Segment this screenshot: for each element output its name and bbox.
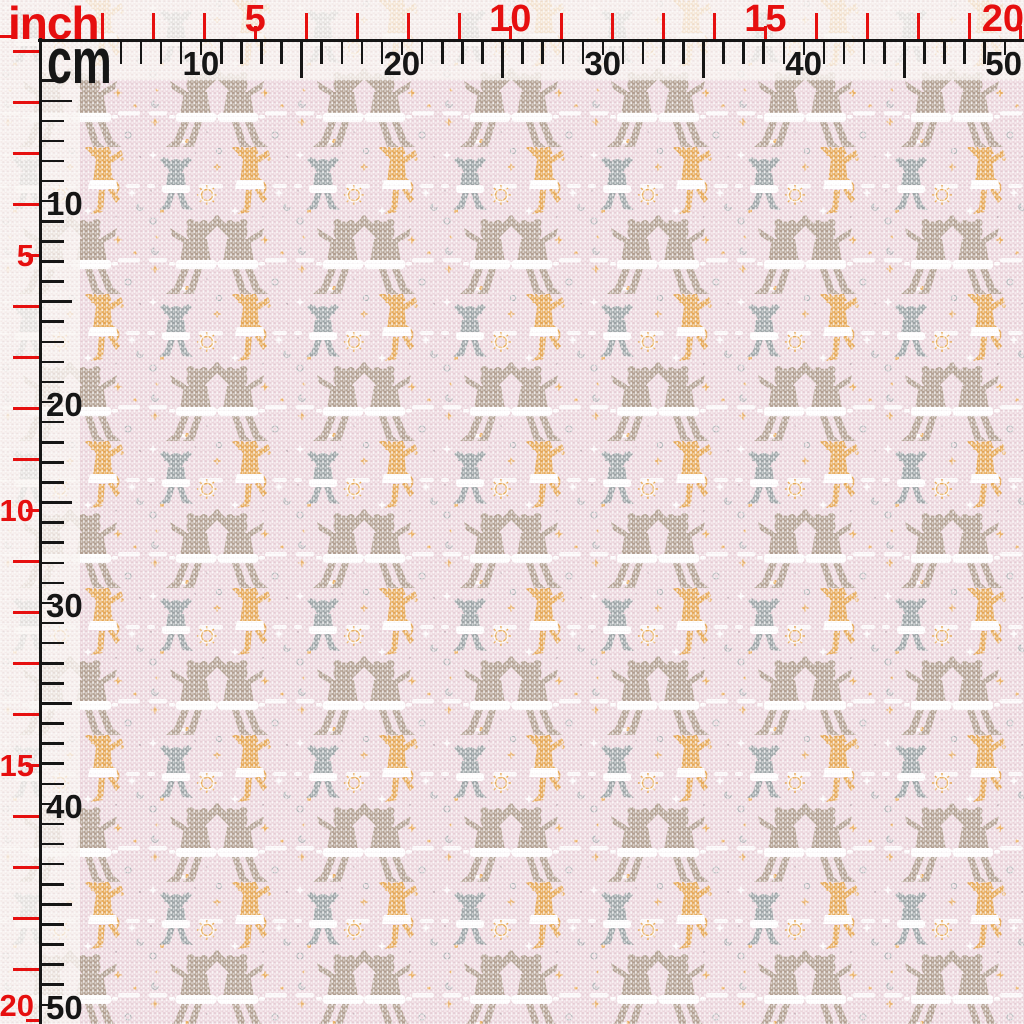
fabric-swatch-preview: inch cm 10 20 30 40 50 5 10 15 20 10 20 30 40 50 5 10 1… bbox=[0, 0, 1024, 1024]
fabric-pattern bbox=[0, 0, 1024, 1024]
